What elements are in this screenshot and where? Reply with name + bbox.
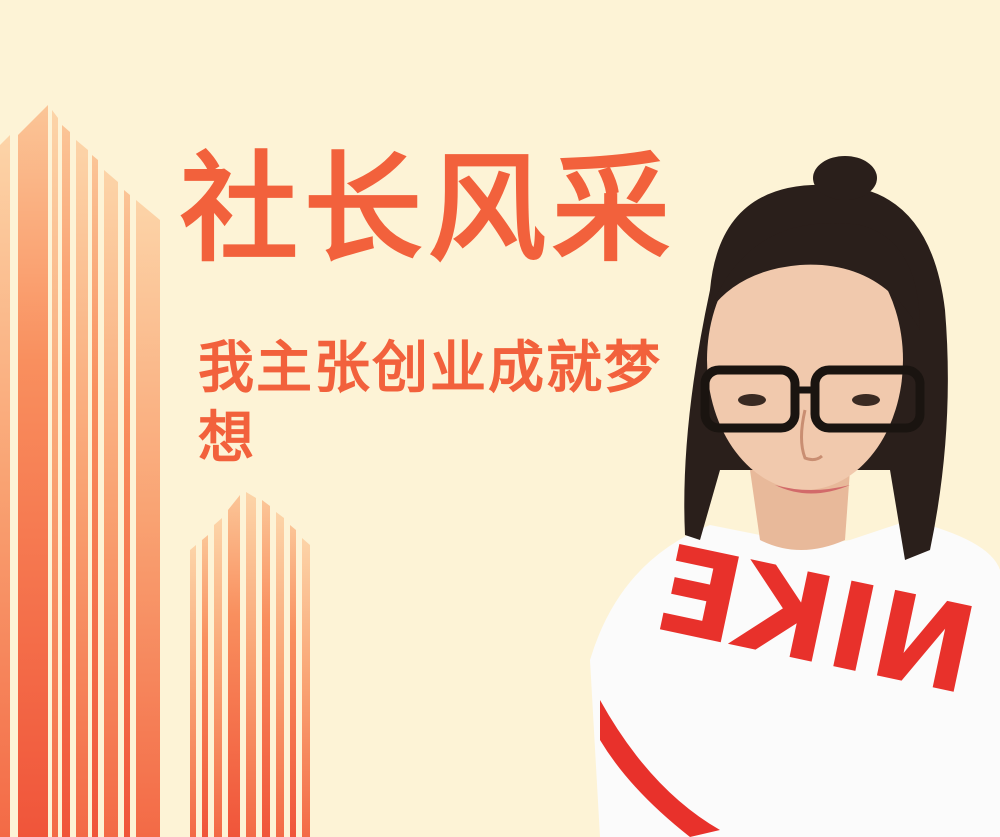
skyscraper-stripes-decoration [0, 105, 160, 837]
poster-title: 社长风采 [180, 140, 677, 278]
poster-subtitle: 我主张创业成就梦想 [198, 336, 662, 471]
person-photo: NIKE [590, 156, 1000, 837]
tshirt-shape [590, 520, 1000, 837]
